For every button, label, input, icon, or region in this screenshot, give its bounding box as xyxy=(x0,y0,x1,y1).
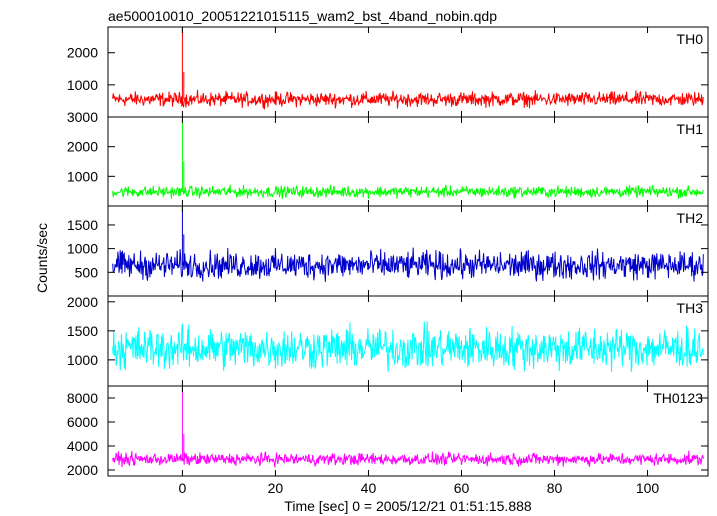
y-tick-label: 1500 xyxy=(67,217,98,233)
y-tick-label: 8000 xyxy=(67,390,98,406)
x-tick-label: 60 xyxy=(454,480,470,496)
y-tick-label: 1000 xyxy=(67,241,98,257)
series-line-th1 xyxy=(112,117,704,200)
chart-title: ae500010010_20051221015115_wam2_bst_4ban… xyxy=(108,8,497,24)
y-tick-label: 500 xyxy=(75,264,99,280)
y-tick-label: 2000 xyxy=(67,139,98,155)
series-line-th3 xyxy=(112,321,704,373)
panel-label-th3: TH3 xyxy=(677,300,704,316)
y-tick-label: 2000 xyxy=(67,294,98,310)
x-tick-label: 20 xyxy=(268,480,284,496)
y-tick-label: 4000 xyxy=(67,438,98,454)
y-tick-label: 1500 xyxy=(67,323,98,339)
y-tick-label: 2000 xyxy=(67,462,98,478)
x-tick-label: 80 xyxy=(547,480,563,496)
y-tick-label: 6000 xyxy=(67,414,98,430)
y-tick-label: 3000 xyxy=(67,109,98,125)
panel-th3: 1000 1500 2000 TH3 xyxy=(67,294,709,387)
y-axis-title: Counts/sec xyxy=(34,223,50,293)
series-line-th0 xyxy=(112,27,704,110)
panel-th2: 500 1000 1500 TH2 xyxy=(67,205,709,297)
y-tick-label: 1000 xyxy=(67,352,98,368)
panel-frame-th0123 xyxy=(107,385,709,477)
y-tick-label: 1000 xyxy=(67,77,98,93)
y-tick-label: 2000 xyxy=(67,45,98,61)
panel-label-th0: TH0 xyxy=(677,31,704,47)
x-axis-title: Time [sec] 0 = 2005/12/21 01:51:15.888 xyxy=(284,498,532,514)
panel-th1: 1000 2000 3000 TH1 xyxy=(67,109,709,207)
panel-label-th0123: TH0123 xyxy=(653,390,703,406)
x-tick-label: 40 xyxy=(361,480,377,496)
panel-label-th2: TH2 xyxy=(677,210,704,226)
x-tick-label: 100 xyxy=(636,480,660,496)
panel-label-th1: TH1 xyxy=(677,121,704,137)
panel-frame-th2 xyxy=(107,205,709,297)
series-line-th2 xyxy=(112,206,704,282)
panel-th0123: 2000 4000 6000 8000 TH0123 xyxy=(67,385,709,478)
y-tick-label: 1000 xyxy=(67,168,98,184)
panel-th0: 1000 2000 TH0 xyxy=(67,26,709,118)
x-tick-label: 0 xyxy=(179,480,187,496)
series-line-th0123 xyxy=(112,386,704,468)
